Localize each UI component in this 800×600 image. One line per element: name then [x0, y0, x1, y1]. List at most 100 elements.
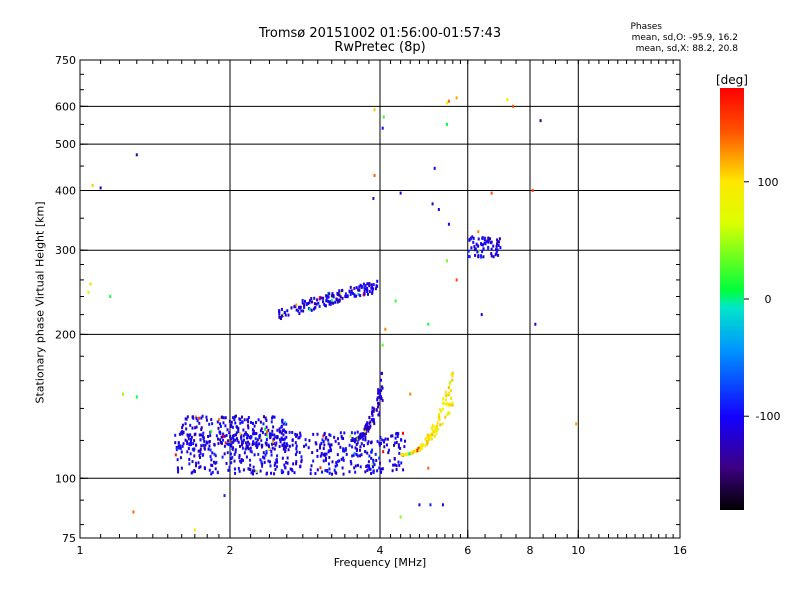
- data-point: [265, 419, 267, 422]
- data-point: [575, 422, 577, 425]
- data-point: [202, 444, 204, 447]
- data-point: [188, 437, 190, 440]
- data-point: [199, 454, 201, 457]
- data-point: [267, 460, 269, 463]
- data-point: [284, 466, 286, 469]
- data-point: [270, 472, 272, 475]
- data-point: [227, 439, 229, 442]
- data-point: [177, 470, 179, 473]
- data-point: [346, 453, 348, 456]
- data-point: [337, 301, 339, 304]
- data-point: [195, 462, 197, 465]
- data-point: [351, 445, 353, 448]
- data-point: [378, 457, 380, 460]
- data-point: [235, 433, 237, 436]
- data-point: [476, 243, 478, 246]
- data-point: [185, 427, 187, 430]
- data-point: [175, 453, 177, 456]
- data-point: [285, 446, 287, 449]
- data-point: [227, 451, 229, 454]
- data-point: [432, 202, 434, 205]
- data-point: [214, 453, 216, 456]
- data-point: [215, 461, 217, 464]
- data-point: [364, 450, 366, 453]
- data-point: [357, 464, 359, 467]
- data-point: [109, 295, 111, 298]
- data-point: [400, 461, 402, 464]
- data-point: [261, 427, 263, 430]
- data-point: [477, 230, 479, 233]
- data-point: [199, 433, 201, 436]
- data-point: [280, 317, 282, 320]
- data-point: [136, 153, 138, 156]
- data-point: [325, 304, 327, 307]
- data-point: [368, 416, 370, 419]
- data-point: [366, 282, 368, 285]
- data-point: [368, 284, 370, 287]
- data-point: [299, 451, 301, 454]
- data-point: [381, 397, 383, 400]
- data-point: [229, 466, 231, 469]
- data-point: [188, 458, 190, 461]
- data-point: [302, 301, 304, 304]
- data-point: [174, 434, 176, 437]
- data-point: [261, 444, 263, 447]
- data-point: [221, 416, 223, 419]
- data-point: [352, 292, 354, 295]
- data-point: [331, 460, 333, 463]
- data-point: [194, 470, 196, 473]
- data-point: [380, 379, 382, 382]
- data-point: [255, 437, 257, 440]
- data-point: [380, 471, 382, 474]
- data-point: [250, 447, 252, 450]
- data-point: [264, 461, 266, 464]
- data-point: [379, 444, 381, 447]
- data-point: [283, 442, 285, 445]
- data-point: [397, 432, 399, 435]
- data-point: [316, 298, 318, 301]
- data-point: [177, 458, 179, 461]
- data-point: [271, 454, 273, 457]
- data-point: [366, 289, 368, 292]
- data-point: [496, 245, 498, 248]
- data-point: [434, 167, 436, 170]
- data-point: [430, 433, 432, 436]
- data-point: [281, 469, 283, 472]
- data-point: [359, 449, 361, 452]
- data-point: [377, 405, 379, 408]
- data-point: [345, 449, 347, 452]
- data-point: [448, 403, 450, 406]
- data-point: [402, 468, 404, 471]
- data-point: [400, 439, 402, 442]
- data-point: [192, 460, 194, 463]
- data-point: [392, 469, 394, 472]
- data-point: [337, 453, 339, 456]
- data-point: [448, 386, 450, 389]
- data-point: [474, 248, 476, 251]
- data-point: [298, 436, 300, 439]
- data-point: [292, 462, 294, 465]
- data-point: [296, 444, 298, 447]
- data-point: [371, 292, 373, 295]
- data-point: [203, 436, 205, 439]
- data-point: [310, 297, 312, 300]
- data-point: [187, 415, 189, 418]
- data-point: [367, 427, 369, 430]
- data-point: [224, 424, 226, 427]
- data-point: [484, 237, 486, 240]
- data-point: [383, 445, 385, 448]
- y-tick-label: 200: [55, 328, 76, 341]
- data-point: [209, 469, 211, 472]
- data-point: [391, 434, 393, 437]
- data-point: [239, 418, 241, 421]
- data-point: [206, 419, 208, 422]
- data-point: [209, 434, 211, 437]
- data-point: [293, 305, 295, 308]
- data-point: [268, 445, 270, 448]
- data-point: [376, 285, 378, 288]
- data-point: [405, 453, 407, 456]
- data-point: [439, 423, 441, 426]
- data-point: [444, 416, 446, 419]
- data-point: [396, 464, 398, 467]
- data-point: [280, 426, 282, 429]
